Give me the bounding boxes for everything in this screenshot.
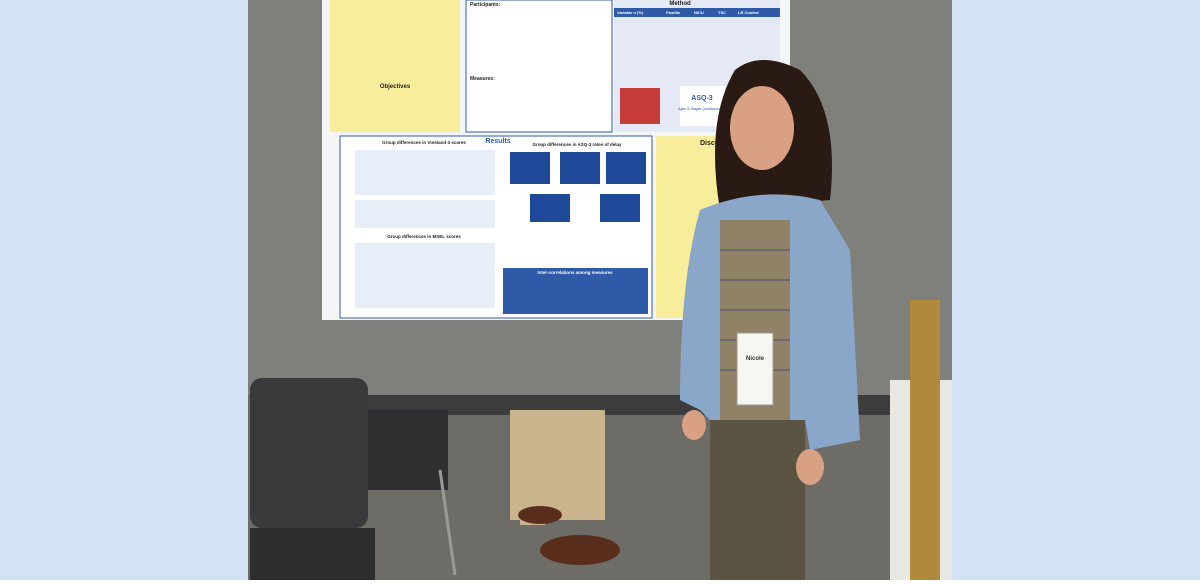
presenter: Nicole: [680, 60, 860, 580]
asq-bars: [510, 152, 646, 222]
chairs: [250, 378, 457, 580]
face: [730, 86, 794, 170]
name-badge: [736, 332, 774, 406]
method-panel: [465, 0, 613, 133]
chair-leg: [438, 469, 457, 576]
figure-title: Inter-correlations among measures: [537, 270, 613, 275]
vineland-plot-2: [355, 200, 495, 228]
chair-back: [250, 378, 368, 528]
figure-title: Group differences in Vineland-3 scores: [382, 140, 466, 145]
table-header-cell: LR Control: [738, 10, 759, 15]
section-heading: Objectives: [380, 84, 411, 90]
correlations-box: [503, 268, 648, 314]
background-person: [510, 410, 620, 565]
badge-name: Nicole: [746, 356, 765, 362]
asq-logo: [680, 86, 725, 126]
label: Participants:: [470, 2, 501, 8]
hand: [682, 410, 706, 440]
figure-title: Group differences in MSEL scores: [387, 234, 461, 239]
table-header-bar: [614, 8, 780, 17]
table-header-cell: Variable n (%): [617, 10, 644, 15]
table-header: Variable n (%) Familia NICU TSC LR Contr…: [617, 10, 759, 15]
vineland-plot: [355, 150, 495, 195]
shoe: [540, 535, 620, 565]
easel: [910, 300, 940, 580]
label: Measures:: [470, 76, 495, 82]
section-heading: Method: [669, 1, 691, 7]
shoe: [518, 506, 562, 524]
msel-plot: [355, 243, 495, 308]
logo-text: ASQ-3: [691, 95, 713, 102]
table-header-cell: NICU: [694, 10, 704, 15]
pants: [710, 410, 805, 580]
photo: Objectives Results Discus Method Partici…: [248, 0, 952, 580]
hand: [796, 449, 824, 485]
section-heading: Results: [485, 138, 510, 145]
table-header-cell: Familia: [666, 10, 681, 15]
figure-title: Group differences in ASQ-3 rates of dela…: [532, 142, 622, 147]
chair-back-2: [368, 410, 448, 490]
logo-text: Ages & Stages Questionnaires: [678, 107, 726, 111]
chair-seat: [250, 528, 375, 580]
asq-kit: [620, 88, 660, 124]
intro-panel: [330, 0, 460, 132]
section-heading: Discus: [700, 140, 723, 147]
table-header-cell: TSC: [718, 10, 726, 15]
